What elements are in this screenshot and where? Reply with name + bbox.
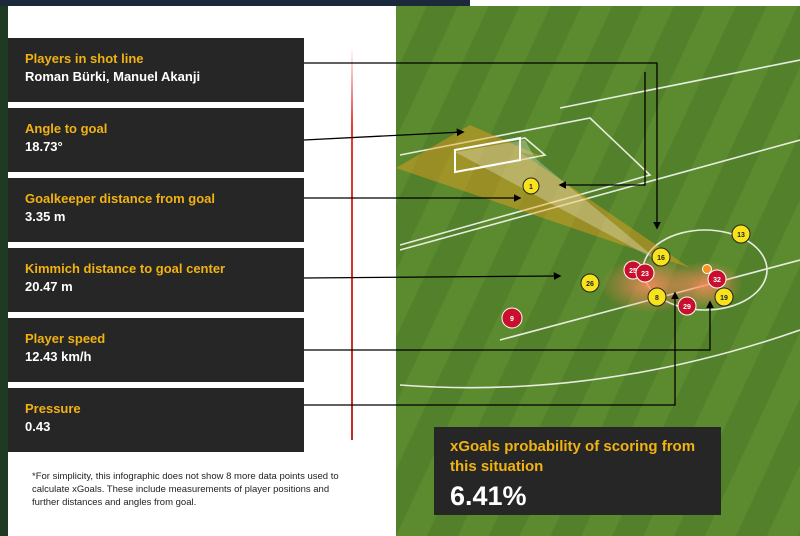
card-pressure: Pressure 0.43 (8, 388, 304, 452)
vertical-divider (351, 47, 353, 440)
card-players-in-shot-line: Players in shot line Roman Bürki, Manuel… (8, 38, 304, 102)
footnote: *For simplicity, this infographic does n… (32, 471, 339, 508)
card-value: 12.43 km/h (25, 349, 92, 364)
card-value: 18.73° (25, 139, 63, 154)
card-value: 3.35 m (25, 209, 66, 224)
left-edge-strip (0, 0, 8, 536)
xgoals-value: 6.41% (450, 481, 527, 511)
card-goalkeeper-distance: Goalkeeper distance from goal 3.35 m (8, 178, 304, 242)
card-title: Players in shot line (25, 51, 144, 66)
top-edge-strip (0, 0, 470, 6)
xgoals-card: xGoals probability of scoring from this … (434, 427, 721, 515)
card-value: 0.43 (25, 419, 51, 434)
card-value: Roman Bürki, Manuel Akanji (25, 69, 201, 84)
card-title: Goalkeeper distance from goal (25, 191, 216, 206)
card-title: Angle to goal (25, 121, 108, 136)
xgoals-label: xGoals probability of scoring from this … (450, 438, 696, 475)
card-player-speed: Player speed 12.43 km/h (8, 318, 304, 382)
card-kimmich-distance: Kimmich distance to goal center 20.47 m (8, 248, 304, 312)
card-title: Player speed (25, 331, 106, 346)
card-title: Kimmich distance to goal center (25, 261, 226, 276)
card-value: 20.47 m (25, 279, 73, 294)
card-title: Pressure (25, 401, 81, 416)
card-angle-to-goal: Angle to goal 18.73° (8, 108, 304, 172)
